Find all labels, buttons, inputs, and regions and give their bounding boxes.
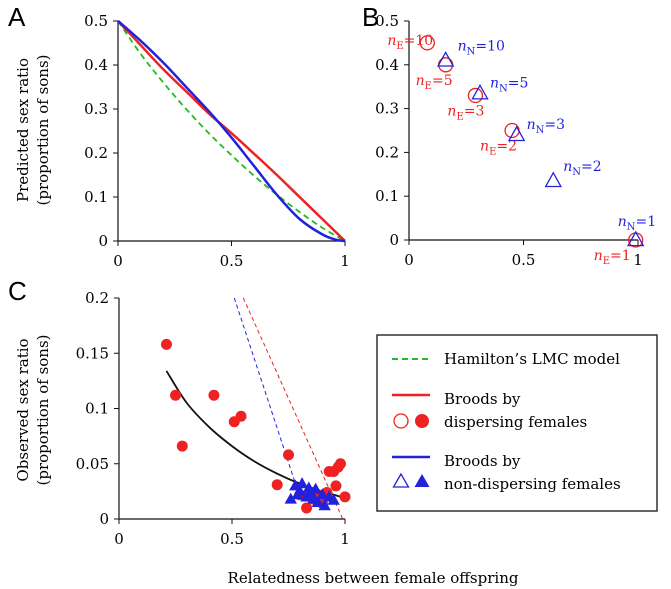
legend-dispersing-filled-marker	[415, 414, 429, 428]
nondispersing-point	[627, 230, 645, 247]
legend-dispersing-label-1: Broods by	[444, 390, 521, 408]
legend: Hamilton’s LMC model Broods by dispersin…	[376, 334, 658, 512]
x-tick-label-a: 0	[113, 252, 123, 270]
dispersing-point	[467, 87, 484, 104]
dispersing-brood-point	[301, 502, 313, 514]
dispersing-brood-point	[330, 480, 342, 492]
legend-nondispersing-open-marker	[392, 472, 410, 488]
x-tick-label-a: 1	[340, 252, 350, 270]
dispersing-point-label: nE=10	[387, 33, 433, 52]
dispersing-point-label: nE=1	[594, 248, 631, 267]
nondispersing-brood-point	[318, 499, 331, 511]
nondispersing-brood-point	[293, 484, 306, 496]
xlabel: Relatedness between female offspring	[228, 569, 519, 587]
y-tick-label-c: 0.05	[76, 455, 109, 473]
y-tick-label-b: 0.3	[375, 100, 399, 118]
nondispersing-point	[544, 171, 562, 188]
x-tick-label-a: 0.5	[220, 252, 244, 270]
nondispersing-brood-point	[309, 482, 322, 494]
nondispersing-point-label: nN=5	[490, 75, 528, 94]
ylabel-a-line2: (proportion of sons)	[34, 54, 52, 205]
dispersing-point-label: nE=5	[416, 73, 453, 92]
dispersing-brood-point	[170, 389, 181, 401]
legend-nondispersing-label-1: Broods by	[444, 452, 521, 470]
fit-line-c	[165, 370, 346, 499]
dispersing-brood-point	[208, 389, 220, 401]
legend-dispersing-label-2: dispersing females	[444, 413, 587, 431]
nondispersing-brood-point	[327, 493, 340, 505]
legend-nondispersing-filled-marker	[414, 474, 430, 487]
ylabel-c-line1: Observed sex ratio	[14, 338, 32, 481]
nondispersing-brood-point	[311, 495, 325, 507]
y-tick-label-b: 0.2	[375, 143, 399, 161]
y-tick-label-c: 0	[99, 510, 109, 528]
dispersing-point	[419, 35, 435, 51]
y-tick-label-c: 0.2	[85, 289, 109, 307]
dispersing-brood-point	[334, 458, 346, 470]
y-tick-label-b: 0	[389, 231, 399, 249]
x-tick-label-b: 1	[633, 251, 643, 269]
y-tick-label-a: 0.1	[84, 188, 108, 206]
dispersing-brood-point	[271, 479, 283, 491]
x-tick-label-c: 1	[340, 530, 350, 548]
y-tick-label-c: 0.1	[85, 400, 109, 418]
dispersing-point-label: nE=3	[447, 103, 484, 122]
dispersing-brood-point	[160, 338, 172, 350]
prediction-line-c	[242, 297, 344, 520]
x-tick-label-b: 0	[404, 251, 414, 269]
y-tick-label-b: 0.4	[375, 56, 399, 74]
panel-label-a: A	[8, 2, 26, 32]
nondispersing-point-label: nN=10	[458, 38, 505, 57]
series-line-a	[117, 20, 346, 242]
x-tick-label-b: 0.5	[512, 251, 536, 269]
nondispersing-point	[471, 83, 489, 100]
panel-label-c: C	[8, 276, 27, 306]
nondispersing-point-label: nN=3	[527, 117, 565, 136]
nondispersing-point-label: nN=2	[563, 159, 601, 178]
nondispersing-point	[507, 125, 526, 142]
x-tick-label-c: 0	[114, 530, 124, 548]
series-line-a	[117, 20, 346, 242]
panel-a-plot: 0 0.5 1 0 0.1 0.2 0.3 0.4 0.5	[84, 12, 350, 270]
nondispersing-point-label: nN=1	[618, 214, 656, 233]
nondispersing-brood-point	[284, 492, 297, 504]
panel-b-plot: 0 0.5 1 0 0.1 0.2 0.3 0.4 0.5 nE=10 nE=5 nE=3 nE=2 nE…	[375, 12, 656, 269]
dispersing-brood-point	[339, 491, 351, 503]
nondispersing-brood-point	[316, 488, 329, 500]
nondispersing-point	[436, 51, 455, 67]
y-tick-label-c: 0.15	[76, 344, 109, 362]
y-tick-label-a: 0.4	[84, 56, 108, 74]
legend-dispersing-open-marker	[393, 413, 409, 429]
y-tick-label-a: 0.5	[84, 12, 108, 30]
y-tick-label-a: 0.3	[84, 100, 108, 118]
ylabel-c-line2: (proportion of sons)	[34, 334, 52, 485]
y-tick-label-a: 0	[98, 232, 108, 250]
nondispersing-brood-point	[295, 477, 309, 489]
panel-c-plot: 0 0.5 1 0 0.05 0.1 0.15 0.2	[76, 289, 351, 548]
x-tick-label-c: 0.5	[220, 530, 244, 548]
y-tick-label-b: 0.5	[375, 12, 399, 30]
legend-nondispersing-label-2: non-dispersing females	[444, 475, 621, 493]
dispersing-point-label: nE=2	[480, 139, 517, 158]
panel-label-b: B	[362, 2, 379, 32]
series-line-a	[117, 20, 346, 243]
dispersing-brood-point	[283, 449, 294, 461]
y-tick-label-b: 0.1	[375, 187, 399, 205]
dispersing-brood-point	[176, 440, 188, 452]
ylabel-a-line1: Predicted sex ratio	[14, 58, 32, 202]
y-tick-label-a: 0.2	[84, 144, 108, 162]
prediction-line-c	[233, 297, 301, 498]
dispersing-brood-point	[235, 410, 247, 422]
legend-hamilton-label: Hamilton’s LMC model	[444, 350, 620, 368]
